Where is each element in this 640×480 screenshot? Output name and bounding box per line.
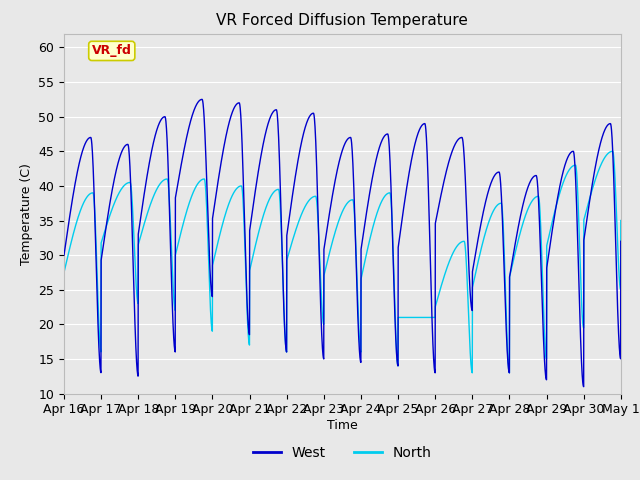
North bbox=[606, 149, 614, 155]
West bbox=[157, 118, 164, 123]
Y-axis label: Temperature (C): Temperature (C) bbox=[20, 163, 33, 264]
West bbox=[606, 121, 614, 127]
Line: West: West bbox=[64, 99, 621, 387]
North bbox=[506, 370, 513, 376]
West bbox=[124, 142, 131, 147]
North bbox=[124, 180, 131, 186]
West bbox=[198, 96, 206, 102]
North bbox=[609, 148, 616, 154]
Line: North: North bbox=[64, 151, 621, 373]
West bbox=[274, 117, 282, 123]
West bbox=[617, 239, 625, 244]
West bbox=[298, 138, 306, 144]
X-axis label: Time: Time bbox=[327, 419, 358, 432]
West bbox=[580, 384, 588, 390]
Legend: West, North: West, North bbox=[248, 441, 437, 466]
Text: VR_fd: VR_fd bbox=[92, 44, 132, 58]
North bbox=[60, 270, 68, 276]
Title: VR Forced Diffusion Temperature: VR Forced Diffusion Temperature bbox=[216, 13, 468, 28]
North bbox=[298, 211, 305, 217]
North bbox=[617, 217, 625, 223]
North bbox=[157, 180, 164, 186]
West bbox=[546, 242, 554, 248]
North bbox=[546, 228, 554, 234]
West bbox=[60, 252, 68, 258]
North bbox=[274, 187, 282, 192]
